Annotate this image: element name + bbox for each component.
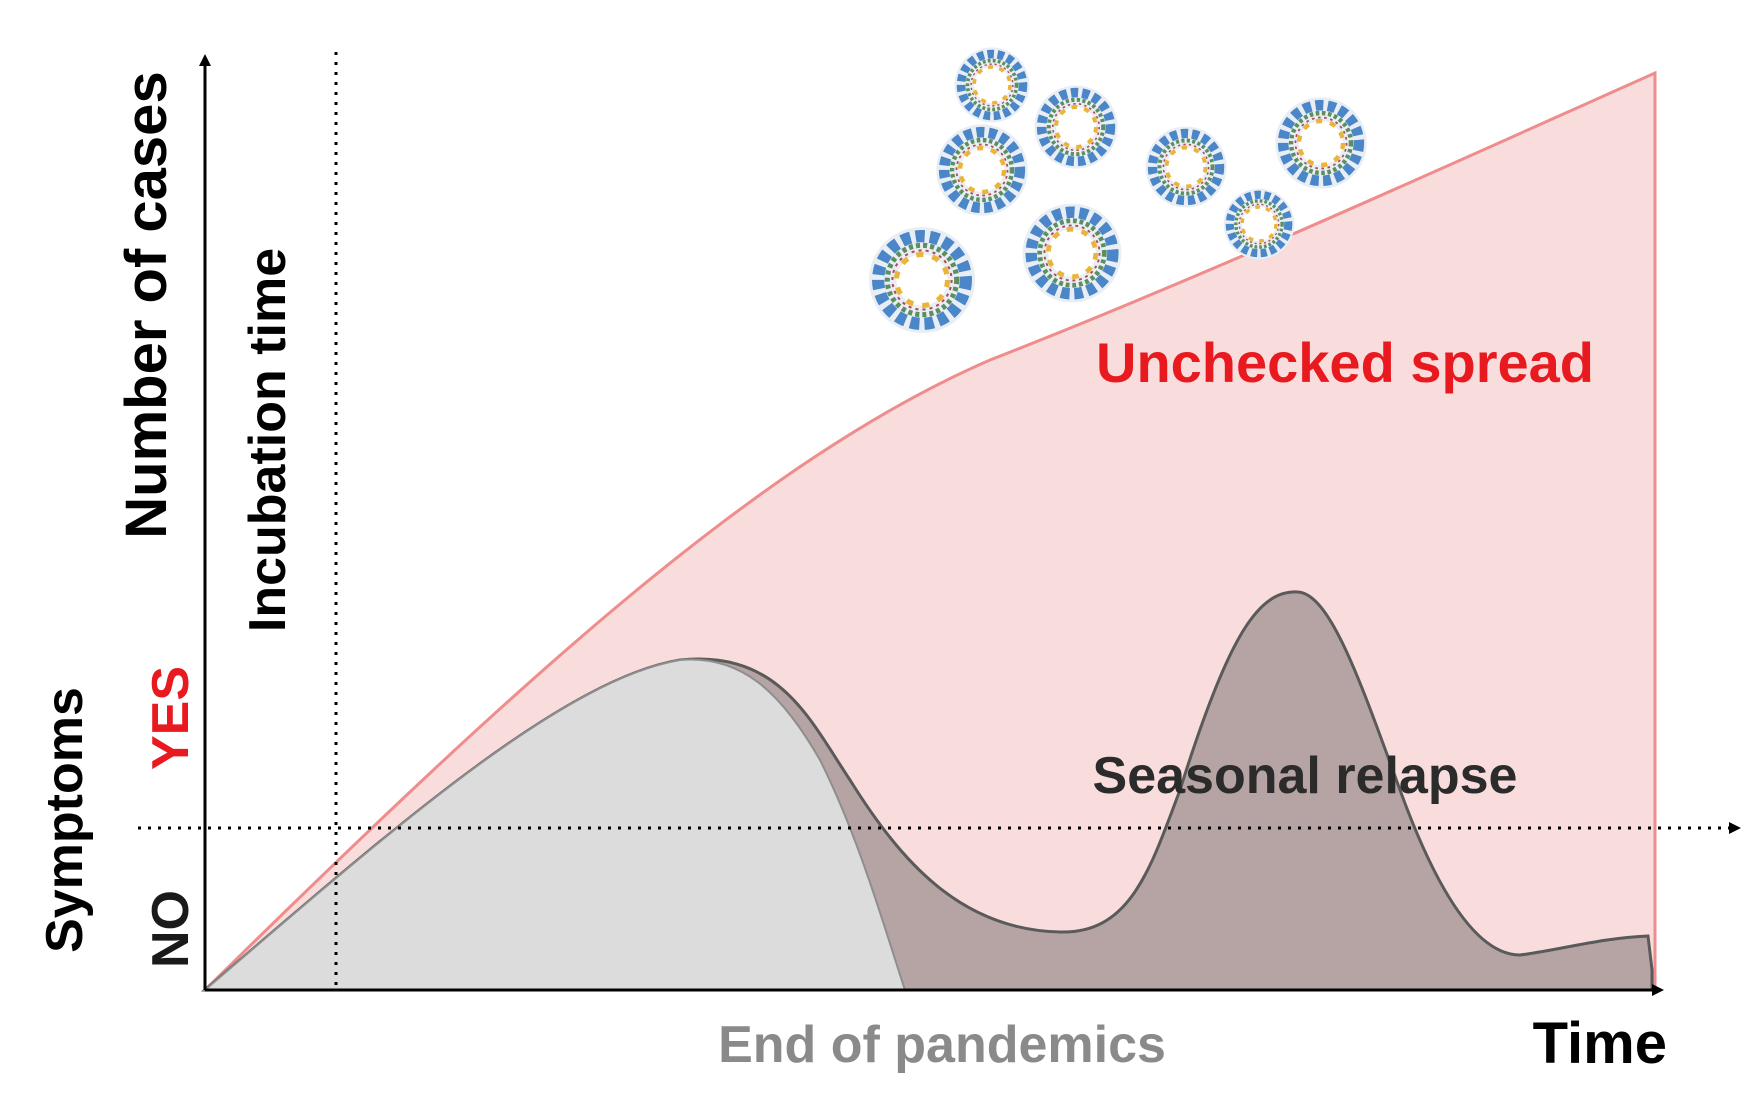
x-axis-label: Time	[1533, 1011, 1667, 1076]
symptoms-label: Symptoms	[36, 687, 94, 953]
coronavirus-particle-icon	[1023, 204, 1122, 303]
end-of-pandemics-label: End of pandemics	[718, 1016, 1166, 1074]
incubation-label: Incubation time	[239, 248, 297, 632]
coronavirus-particle-icon	[955, 48, 1030, 123]
end-of-pandemics-area	[202, 658, 907, 991]
coronavirus-particle-icon	[1145, 126, 1226, 207]
coronavirus-particle-icon	[869, 227, 975, 333]
unchecked-spread-label: Unchecked spread	[1096, 331, 1594, 394]
coronavirus-particle-icon	[1275, 97, 1367, 189]
coronavirus-particle-icon	[936, 124, 1028, 216]
symptoms-yes-label: YES	[142, 666, 200, 770]
seasonal-relapse-label: Seasonal relapse	[1093, 747, 1518, 805]
symptoms-no-label: NO	[142, 890, 200, 968]
coronavirus-particle-icon	[1224, 189, 1295, 260]
y-axis-label: Number of cases	[114, 71, 179, 538]
coronavirus-particle-icon	[1034, 85, 1117, 168]
